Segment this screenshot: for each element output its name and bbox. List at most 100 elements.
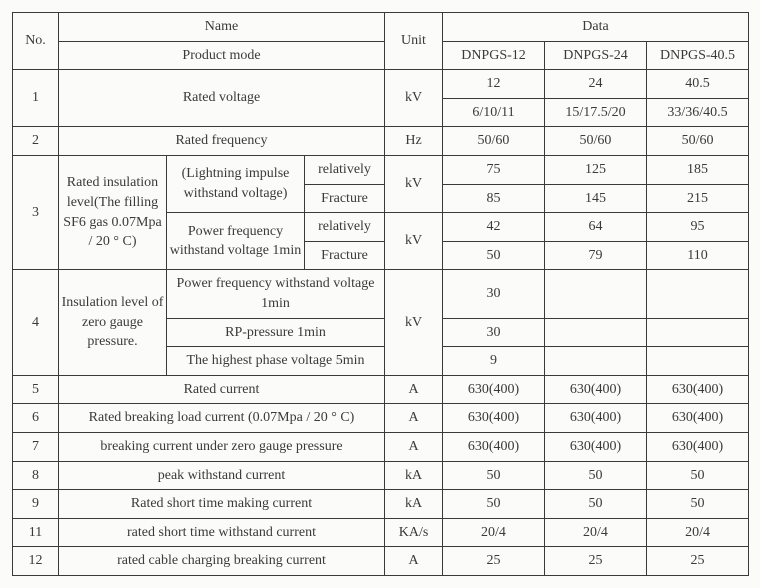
unit-cell: kV (385, 70, 443, 127)
data-cell: 215 (647, 184, 749, 213)
data-cell: 630(400) (545, 432, 647, 461)
name-cell: Rated breaking load current (0.07Mpa / 2… (59, 404, 385, 433)
unit-cell: kV (385, 270, 443, 375)
no-cell: 2 (13, 127, 59, 156)
hdr-name: Name (59, 13, 385, 42)
data-cell: 630(400) (443, 432, 545, 461)
data-cell: 50 (443, 490, 545, 519)
table-row: 7 breaking current under zero gauge pres… (13, 432, 749, 461)
data-cell: 630(400) (443, 404, 545, 433)
data-cell: 75 (443, 155, 545, 184)
hdr-product-mode: Product mode (59, 41, 385, 70)
no-cell: 12 (13, 547, 59, 576)
data-cell: 50/60 (443, 127, 545, 156)
data-cell: 630(400) (647, 404, 749, 433)
data-cell: 79 (545, 241, 647, 270)
data-cell (647, 318, 749, 347)
data-cell: 630(400) (647, 375, 749, 404)
data-cell: 40.5 (647, 70, 749, 99)
no-cell: 9 (13, 490, 59, 519)
no-cell: 5 (13, 375, 59, 404)
data-cell: 25 (545, 547, 647, 576)
data-cell: 630(400) (647, 432, 749, 461)
table-row: 3 Rated insulation level(The filling SF6… (13, 155, 749, 184)
data-cell: 25 (443, 547, 545, 576)
data-cell: 20/4 (443, 518, 545, 547)
unit-cell: kA (385, 490, 443, 519)
data-cell (545, 347, 647, 376)
data-cell: 33/36/40.5 (647, 98, 749, 127)
table-row: 5 Rated current A 630(400) 630(400) 630(… (13, 375, 749, 404)
sub-cell: RP-pressure 1min (167, 318, 385, 347)
name-cell: rated cable charging breaking current (59, 547, 385, 576)
table-row: 4 Insulation level of zero gauge pressur… (13, 270, 749, 318)
data-cell: 95 (647, 213, 749, 242)
table-row: 2 Rated frequency Hz 50/60 50/60 50/60 (13, 127, 749, 156)
data-cell: 125 (545, 155, 647, 184)
data-cell: 24 (545, 70, 647, 99)
sub-cell: (Lightning impulse withstand voltage) (167, 155, 305, 212)
table-row: 9 Rated short time making current kA 50 … (13, 490, 749, 519)
unit-cell: A (385, 404, 443, 433)
data-cell: 15/17.5/20 (545, 98, 647, 127)
data-cell: 9 (443, 347, 545, 376)
name-cell: Rated short time making current (59, 490, 385, 519)
hdr-model-1: DNPGS-24 (545, 41, 647, 70)
data-cell (647, 270, 749, 318)
data-cell: 85 (443, 184, 545, 213)
data-cell: 50 (443, 241, 545, 270)
group-cell: Insulation level of zero gauge pressure. (59, 270, 167, 375)
table-row: 11 rated short time withstand current KA… (13, 518, 749, 547)
table-row: 1 Rated voltage kV 12 24 40.5 (13, 70, 749, 99)
sub2-cell: relatively (305, 213, 385, 242)
unit-cell: kV (385, 213, 443, 270)
group-cell: Rated insulation level(The filling SF6 g… (59, 155, 167, 269)
data-cell: 50/60 (647, 127, 749, 156)
table-row: 8 peak withstand current kA 50 50 50 (13, 461, 749, 490)
no-cell: 11 (13, 518, 59, 547)
sub2-cell: relatively (305, 155, 385, 184)
data-cell: 12 (443, 70, 545, 99)
sub-cell: Power frequency withstand voltage 1min (167, 270, 385, 318)
hdr-no: No. (13, 13, 59, 70)
sub2-cell: Fracture (305, 241, 385, 270)
sub-cell: The highest phase voltage 5min (167, 347, 385, 376)
data-cell: 20/4 (647, 518, 749, 547)
sub-cell: Power frequency withstand voltage 1min (167, 213, 305, 270)
hdr-model-2: DNPGS-40.5 (647, 41, 749, 70)
no-cell: 4 (13, 270, 59, 375)
data-cell: 20/4 (545, 518, 647, 547)
data-cell: 50 (545, 490, 647, 519)
no-cell: 7 (13, 432, 59, 461)
data-cell: 110 (647, 241, 749, 270)
unit-cell: KA/s (385, 518, 443, 547)
data-cell: 50 (647, 490, 749, 519)
data-cell: 50 (647, 461, 749, 490)
unit-cell: kV (385, 155, 443, 212)
name-cell: peak withstand current (59, 461, 385, 490)
data-cell: 50 (443, 461, 545, 490)
data-cell: 630(400) (443, 375, 545, 404)
hdr-unit: Unit (385, 13, 443, 70)
name-cell: breaking current under zero gauge pressu… (59, 432, 385, 461)
data-cell: 630(400) (545, 404, 647, 433)
data-cell: 145 (545, 184, 647, 213)
no-cell: 6 (13, 404, 59, 433)
unit-cell: A (385, 432, 443, 461)
name-cell: rated short time withstand current (59, 518, 385, 547)
no-cell: 8 (13, 461, 59, 490)
unit-cell: A (385, 547, 443, 576)
unit-cell: A (385, 375, 443, 404)
data-cell (647, 347, 749, 376)
data-cell: 42 (443, 213, 545, 242)
spec-table: No. Name Unit Data Product mode DNPGS-12… (12, 12, 749, 576)
unit-cell: Hz (385, 127, 443, 156)
data-cell: 630(400) (545, 375, 647, 404)
data-cell: 50/60 (545, 127, 647, 156)
table-row: 6 Rated breaking load current (0.07Mpa /… (13, 404, 749, 433)
no-cell: 1 (13, 70, 59, 127)
name-cell: Rated voltage (59, 70, 385, 127)
data-cell (545, 270, 647, 318)
hdr-model-0: DNPGS-12 (443, 41, 545, 70)
name-cell: Rated frequency (59, 127, 385, 156)
